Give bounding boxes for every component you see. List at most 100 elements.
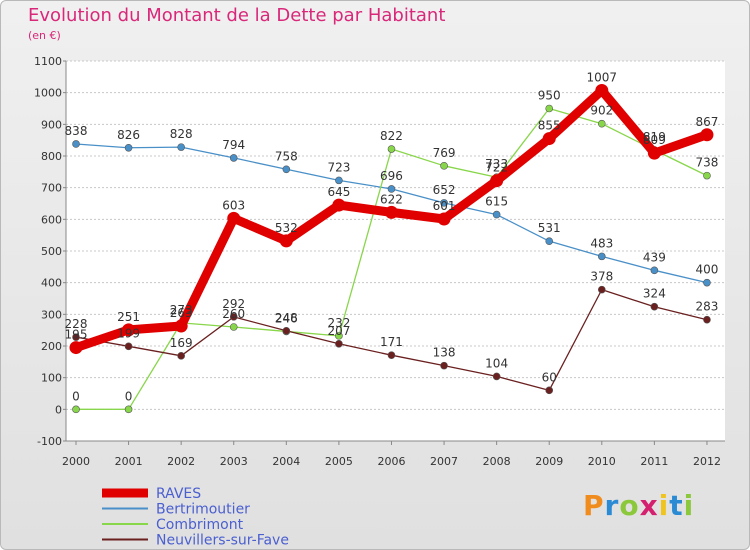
data-label: 1007 xyxy=(587,70,618,84)
data-label: 826 xyxy=(117,128,140,142)
data-point xyxy=(229,323,238,331)
data-label: 483 xyxy=(590,236,613,250)
y-tick-label: 1000 xyxy=(34,87,62,100)
data-label: 169 xyxy=(170,336,193,350)
data-point xyxy=(124,342,133,351)
data-point xyxy=(703,315,711,324)
data-point xyxy=(387,351,396,359)
y-tick-label: 200 xyxy=(41,340,62,353)
x-tick-label: 2012 xyxy=(693,455,721,468)
data-point xyxy=(335,332,343,340)
y-tick-label: 1100 xyxy=(34,55,62,68)
data-point xyxy=(545,386,554,395)
data-point xyxy=(492,372,501,381)
data-label: 828 xyxy=(170,127,193,141)
data-label: 822 xyxy=(380,129,403,143)
x-tick-label: 2007 xyxy=(430,455,458,468)
data-point xyxy=(650,302,659,311)
data-label: 615 xyxy=(485,195,508,209)
legend-label: RAVES xyxy=(156,486,201,502)
data-point xyxy=(647,146,661,160)
data-point xyxy=(440,162,448,170)
data-label: 758 xyxy=(275,149,298,163)
data-point xyxy=(229,154,238,162)
x-tick-label: 2010 xyxy=(588,455,616,468)
data-label: 531 xyxy=(538,221,561,235)
y-tick-label: 400 xyxy=(41,277,62,290)
data-label: 195 xyxy=(65,328,88,342)
data-point xyxy=(177,143,185,151)
data-label: 439 xyxy=(643,250,666,264)
x-tick-label: 2011 xyxy=(640,455,668,468)
data-label: 722 xyxy=(485,161,508,175)
proxiti-logo: Proxiti xyxy=(583,489,695,522)
data-point xyxy=(72,333,80,341)
data-label: 950 xyxy=(538,89,561,103)
y-tick-label: 800 xyxy=(41,150,62,163)
data-label: 652 xyxy=(433,183,456,197)
data-label: 104 xyxy=(485,356,508,370)
data-label: 0 xyxy=(72,389,80,403)
data-label: 723 xyxy=(327,160,350,174)
data-point xyxy=(335,176,343,185)
x-tick-label: 2001 xyxy=(115,455,143,468)
x-tick-label: 2004 xyxy=(272,455,300,468)
data-label: 199 xyxy=(117,326,140,340)
data-label: 532 xyxy=(275,221,298,235)
data-point xyxy=(595,83,609,97)
data-label: 819 xyxy=(643,130,666,144)
y-tick-label: 500 xyxy=(41,245,62,258)
data-point xyxy=(282,165,291,174)
legend-label: Bertrimoutier xyxy=(156,502,250,518)
data-point xyxy=(545,237,554,245)
data-label: 645 xyxy=(327,185,350,199)
data-point xyxy=(387,145,396,153)
data-label: 171 xyxy=(380,335,403,349)
data-label: 696 xyxy=(380,169,403,183)
data-label: 232 xyxy=(327,316,350,330)
data-point xyxy=(124,143,133,152)
data-point xyxy=(545,104,554,113)
data-point xyxy=(124,405,133,414)
data-label: 324 xyxy=(643,287,666,301)
data-label: 769 xyxy=(433,146,456,160)
data-point xyxy=(387,185,396,193)
data-point xyxy=(335,339,343,348)
data-label: 738 xyxy=(696,156,719,170)
data-label: 273 xyxy=(170,303,193,317)
data-label: 248 xyxy=(275,311,298,325)
data-point xyxy=(700,128,714,142)
data-label: 809 xyxy=(643,133,666,147)
x-tick-label: 2009 xyxy=(535,455,563,468)
data-point xyxy=(597,285,606,294)
data-label: 138 xyxy=(433,346,456,360)
data-label: 0 xyxy=(125,389,133,403)
data-label: 855 xyxy=(538,119,561,133)
data-point xyxy=(490,174,504,188)
y-tick-label: 0 xyxy=(55,403,62,416)
data-label: 228 xyxy=(65,317,88,331)
data-label: 601 xyxy=(433,199,456,213)
data-point xyxy=(597,252,606,261)
y-tick-label: 600 xyxy=(41,213,62,226)
data-point xyxy=(650,266,659,275)
data-point xyxy=(440,199,448,207)
y-tick-label: 100 xyxy=(41,372,62,385)
data-label: 263 xyxy=(170,306,193,320)
data-label: 60 xyxy=(542,370,557,384)
data-label: 733 xyxy=(485,157,508,171)
legend-label: Neuvillers-sur-Fave xyxy=(156,533,289,549)
data-label: 902 xyxy=(590,104,613,118)
x-tick-label: 2003 xyxy=(220,455,248,468)
data-label: 867 xyxy=(696,115,719,129)
data-label: 207 xyxy=(327,324,350,338)
data-label: 260 xyxy=(222,307,245,321)
x-tick-label: 2008 xyxy=(483,455,511,468)
data-point xyxy=(332,198,346,212)
data-point xyxy=(437,212,451,226)
legend-label: Combrimont xyxy=(156,517,244,533)
chart-subtitle: (en €) xyxy=(28,29,61,42)
data-point xyxy=(492,210,501,219)
data-point xyxy=(227,211,241,225)
